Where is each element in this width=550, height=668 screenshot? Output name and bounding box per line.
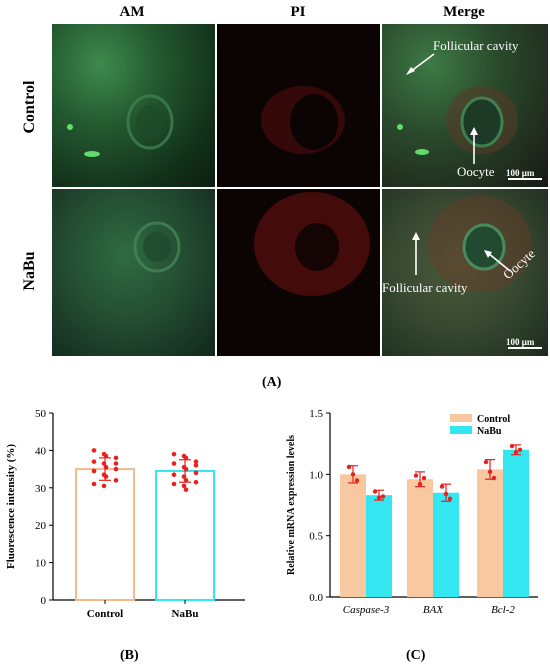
data-point	[509, 443, 515, 449]
micrograph-control-merge: Follicular cavity Oocyte 100 μm	[382, 24, 548, 187]
data-point	[113, 466, 119, 472]
y-axis-label: Fluorescence intensity (%)	[5, 444, 17, 569]
data-point	[346, 464, 352, 470]
bar-nabu-bax	[433, 492, 459, 597]
y-tick-label: 50	[35, 408, 47, 420]
row-header-control: Control	[21, 80, 38, 134]
data-point	[91, 481, 97, 487]
data-point	[183, 487, 189, 492]
figure-label-b: (B)	[120, 648, 139, 663]
bar-nabu-caspase-3	[366, 495, 392, 597]
data-point	[183, 466, 189, 472]
x-tick-label: BAX	[423, 604, 444, 616]
data-point	[193, 470, 199, 476]
data-point	[439, 484, 445, 489]
bar-control-bax	[407, 479, 433, 597]
data-point	[193, 459, 199, 464]
micrograph-control-am	[52, 24, 215, 187]
data-point	[171, 451, 177, 457]
data-point	[103, 453, 109, 459]
data-point	[193, 479, 199, 485]
scale-bar-label: 100 μm	[506, 337, 535, 347]
bar-control	[75, 468, 135, 601]
y-tick-label: 0.0	[309, 592, 323, 604]
data-point	[181, 483, 187, 489]
data-point	[487, 469, 493, 475]
y-tick-label: 0.5	[309, 531, 323, 543]
y-tick-label: 10	[35, 558, 47, 570]
data-point	[413, 473, 419, 478]
legend-label-nabu: NaBu	[477, 426, 502, 437]
data-point	[91, 448, 97, 453]
bar-control-bcl-2	[477, 469, 503, 597]
y-tick-label: 1.5	[309, 408, 323, 420]
legend-swatch-control	[450, 414, 472, 422]
data-point	[171, 481, 177, 487]
y-tick-label: 20	[35, 520, 47, 532]
data-point	[372, 489, 378, 494]
scale-bar-line	[508, 178, 542, 180]
micrograph-control-pi	[217, 24, 380, 187]
data-point	[113, 478, 119, 483]
data-point	[171, 472, 177, 478]
bar-control-caspase-3	[340, 474, 366, 597]
data-point	[517, 447, 523, 452]
y-tick-label: 1.0	[309, 469, 323, 481]
data-point	[380, 494, 386, 499]
legend-label-control: Control	[477, 414, 510, 425]
x-tick-label: Control	[87, 608, 123, 620]
data-point	[103, 464, 109, 470]
data-point	[350, 472, 356, 477]
data-point	[447, 496, 453, 502]
y-tick-label: 30	[35, 483, 47, 495]
legend-swatch-nabu	[450, 426, 472, 434]
y-axis-label: Relative mRNA expression levels	[286, 435, 297, 575]
data-point	[421, 475, 427, 481]
data-point	[183, 478, 189, 483]
scale-bar-line	[508, 347, 542, 349]
data-point	[113, 455, 119, 461]
micrograph-nabu-am	[52, 189, 215, 356]
figure-label-c: (C)	[406, 648, 426, 663]
x-tick-label: Bcl-2	[491, 604, 515, 616]
data-point	[417, 481, 423, 487]
data-point	[193, 463, 199, 468]
data-point	[103, 474, 109, 479]
y-tick-label: 0	[41, 595, 47, 607]
micrograph-nabu-pi	[217, 189, 380, 356]
annotation-oocyte-control: Oocyte	[457, 164, 495, 179]
chart-mrna-expression: 0.0 0.5 1.0 1.5 Relative mRNA expression lev…	[286, 408, 538, 616]
data-point	[91, 459, 97, 464]
figure-label-a: (A)	[262, 375, 282, 390]
data-point	[181, 474, 187, 479]
data-point	[171, 461, 177, 466]
column-header-pi: PI	[290, 4, 306, 20]
annotation-follicular-cavity-control: Follicular cavity	[433, 38, 519, 53]
column-header-am: AM	[119, 4, 145, 20]
data-point	[483, 459, 489, 465]
data-point	[491, 475, 497, 481]
data-point	[101, 461, 107, 466]
data-point	[101, 483, 107, 489]
annotation-follicular-cavity-nabu: Follicular cavity	[382, 280, 468, 295]
row-header-nabu: NaBu	[21, 251, 38, 291]
column-header-merge: Merge	[443, 4, 485, 20]
micrograph-nabu-merge: Follicular cavity Oocyte 100 μm	[382, 189, 548, 356]
x-tick-label: Caspase-3	[343, 604, 390, 616]
data-point	[513, 450, 519, 455]
x-tick-label: NaBu	[172, 608, 199, 620]
data-point	[183, 455, 189, 461]
data-point	[91, 468, 97, 474]
y-tick-label: 40	[35, 445, 47, 457]
data-point	[376, 495, 382, 500]
data-point	[443, 491, 449, 497]
bar-nabu	[155, 469, 215, 601]
bar-nabu-bcl-2	[503, 449, 529, 597]
data-point	[354, 478, 360, 483]
chart-fluorescence-intensity: 0 10 20 30 40 50 Fluorescence intensity (%) Con…	[5, 408, 245, 620]
data-point	[113, 461, 119, 466]
scale-bar-label: 100 μm	[506, 168, 535, 178]
